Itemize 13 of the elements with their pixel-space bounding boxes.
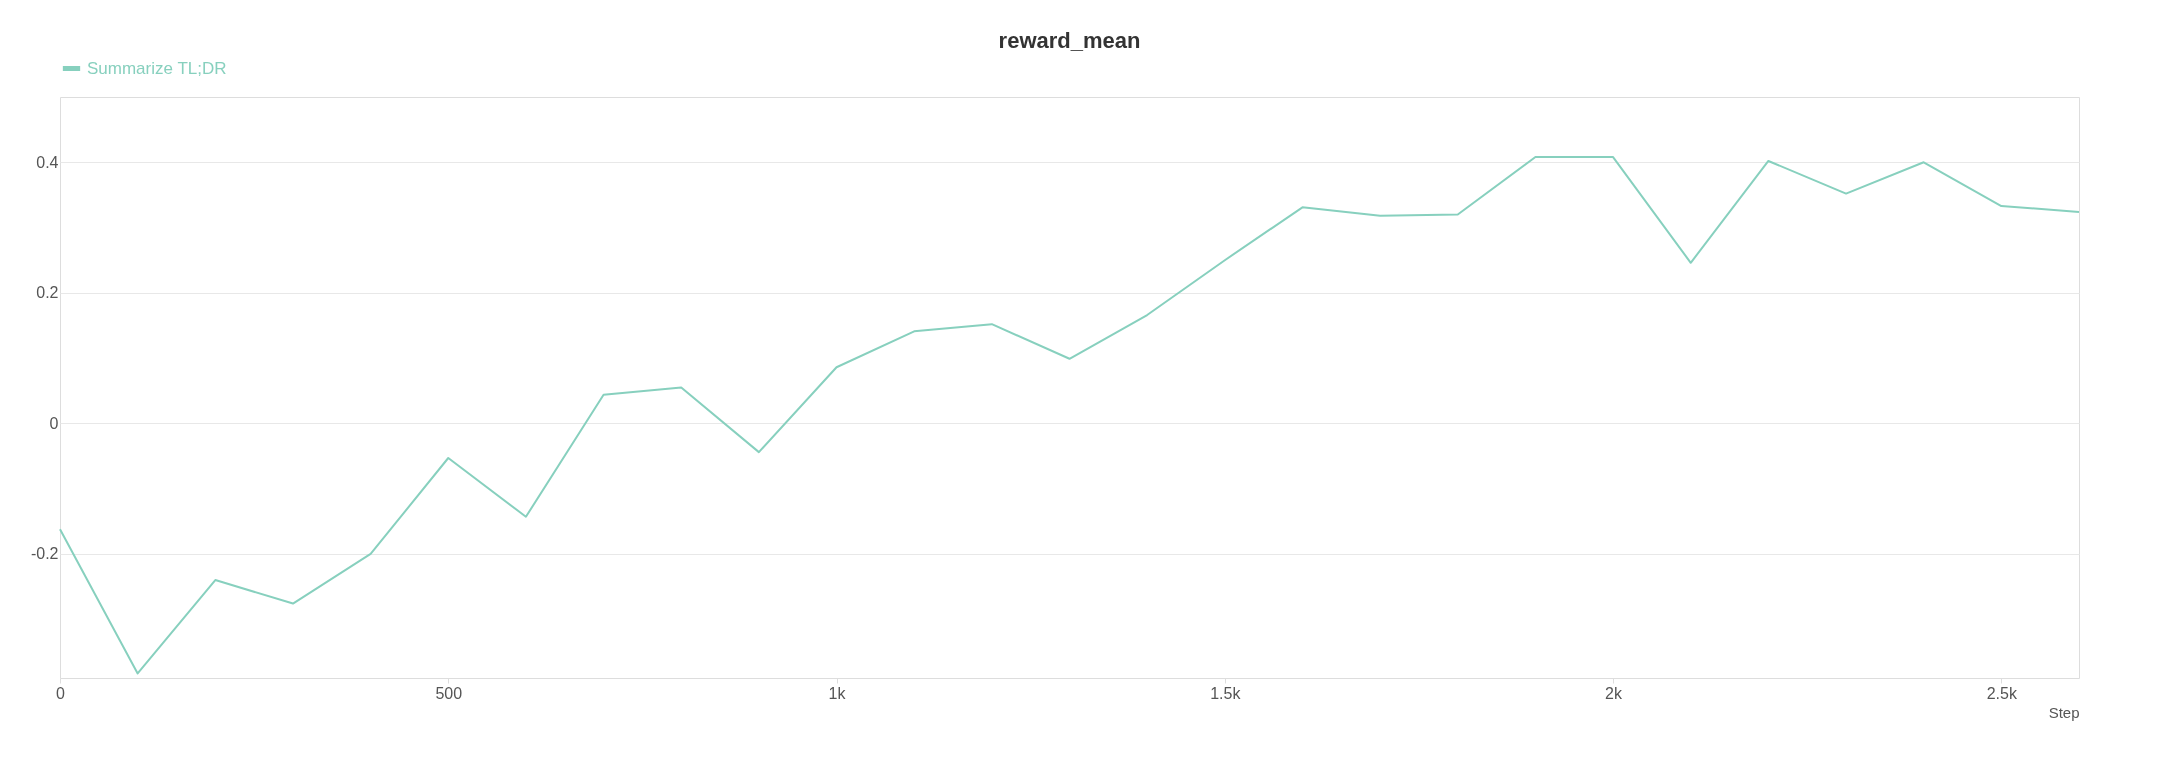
y-tick-label: -0.2 (30, 545, 59, 563)
legend-label: Summarize TL;DR (87, 58, 227, 78)
x-axis-title: Step (2048, 703, 2080, 721)
x-tick-label: 500 (435, 684, 463, 702)
y-tick-label: 0 (49, 414, 59, 432)
y-tick-label: 0.4 (36, 153, 59, 171)
chart-title: reward_mean (998, 28, 1141, 53)
line-series (59, 156, 2080, 675)
x-tick-label: 1.5k (1210, 684, 1242, 702)
x-tick-label: 2.5k (1986, 684, 2018, 702)
x-tick-label: 1k (828, 684, 847, 702)
x-tick-label: 2k (1605, 684, 1624, 702)
y-tick-label: 0.2 (36, 284, 59, 302)
